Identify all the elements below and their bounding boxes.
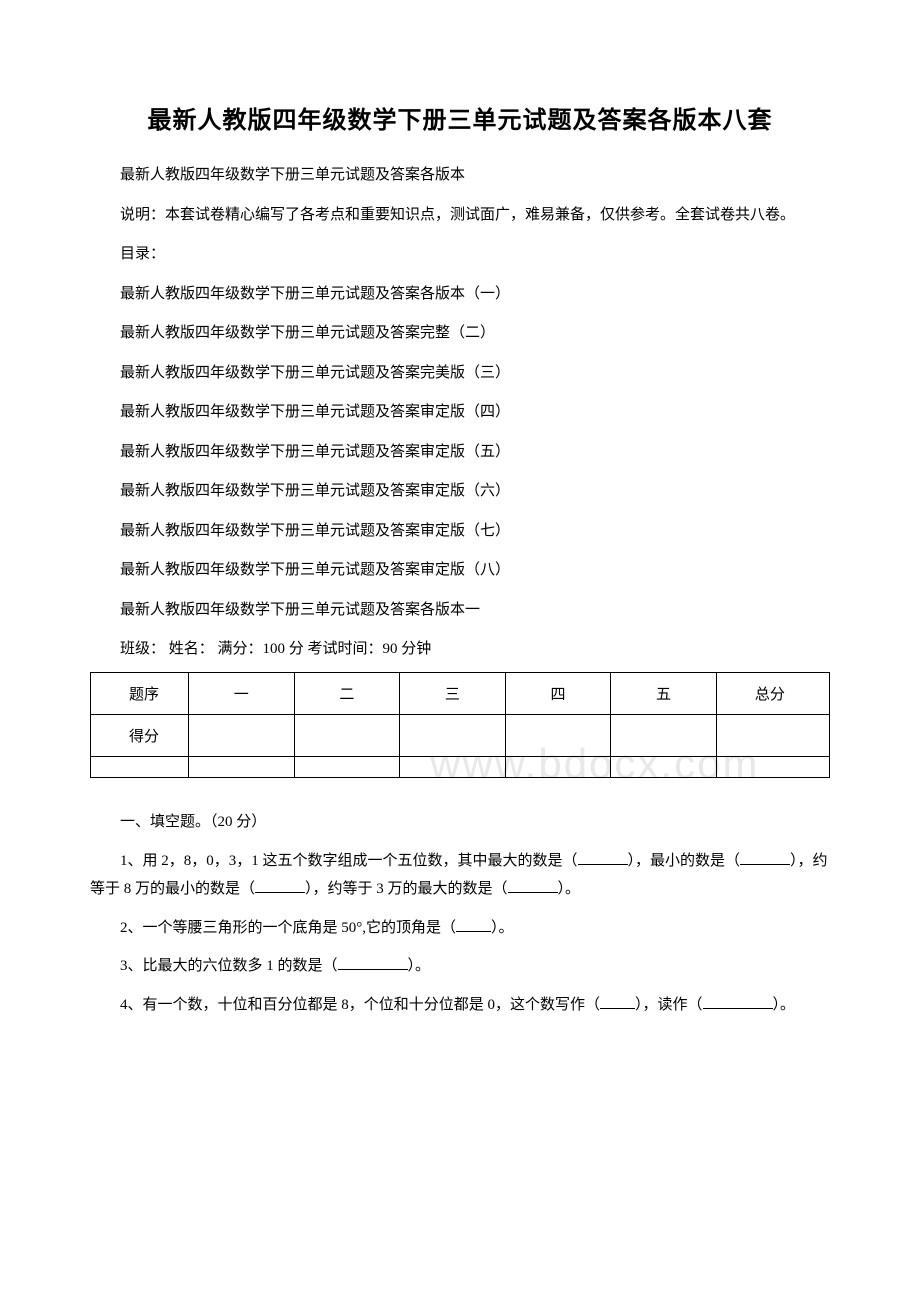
question-1: 1、用 2，8，0，3，1 这五个数字组成一个五位数，其中最大的数是（），最小的… xyxy=(90,847,830,904)
toc-header: 目录： xyxy=(90,242,830,268)
table-cell-score-1 xyxy=(189,715,295,757)
table-cell-col-2: 二 xyxy=(294,673,400,715)
description-paragraph: 说明：本套试卷精心编写了各考点和重要知识点，测试面广，难易兼备，仅供参考。全套试… xyxy=(90,203,830,229)
blank-field xyxy=(578,850,628,865)
table-cell-score-3 xyxy=(400,715,506,757)
table-cell-col-4: 四 xyxy=(505,673,611,715)
table-cell-empty-5 xyxy=(505,757,611,778)
blank-field xyxy=(703,994,773,1009)
toc-item-1: 最新人教版四年级数学下册三单元试题及答案各版本（一） xyxy=(90,282,830,308)
subtitle-paragraph: 最新人教版四年级数学下册三单元试题及答案各版本一 xyxy=(90,598,830,624)
table-cell-total: 总分 xyxy=(716,673,829,715)
table-row-header: 题序 一 二 三 四 五 总分 xyxy=(91,673,830,715)
toc-item-7: 最新人教版四年级数学下册三单元试题及答案审定版（七） xyxy=(90,519,830,545)
blank-field xyxy=(740,850,790,865)
page-title: 最新人教版四年级数学下册三单元试题及答案各版本八套 xyxy=(90,100,830,135)
score-table: 题序 一 二 三 四 五 总分 得分 xyxy=(90,672,830,778)
blank-field xyxy=(508,878,558,893)
toc-item-5: 最新人教版四年级数学下册三单元试题及答案审定版（五） xyxy=(90,440,830,466)
blank-field xyxy=(456,917,491,932)
toc-item-6: 最新人教版四年级数学下册三单元试题及答案审定版（六） xyxy=(90,479,830,505)
table-cell-score-total xyxy=(716,715,829,757)
blank-field xyxy=(600,994,635,1009)
table-cell-empty-1 xyxy=(91,757,189,778)
blank-field xyxy=(255,878,305,893)
toc-item-3: 最新人教版四年级数学下册三单元试题及答案完美版（三） xyxy=(90,361,830,387)
table-row-empty xyxy=(91,757,830,778)
table-cell-score-2 xyxy=(294,715,400,757)
table-cell-empty-2 xyxy=(189,757,295,778)
table-cell-col-3: 三 xyxy=(400,673,506,715)
table-cell-label-1: 题序 xyxy=(91,673,189,715)
table-cell-col-1: 一 xyxy=(189,673,295,715)
blank-field xyxy=(338,955,408,970)
table-cell-empty-3 xyxy=(294,757,400,778)
table-row-score: 得分 xyxy=(91,715,830,757)
toc-item-4: 最新人教版四年级数学下册三单元试题及答案审定版（四） xyxy=(90,400,830,426)
section-header: 一、填空题。（20 分） xyxy=(90,808,830,837)
table-cell-label-2: 得分 xyxy=(91,715,189,757)
question-3: 3、比最大的六位数多 1 的数是（）。 xyxy=(90,952,830,981)
table-cell-score-5 xyxy=(611,715,717,757)
question-2: 2、一个等腰三角形的一个底角是 50°,它的顶角是（）。 xyxy=(90,914,830,943)
toc-item-2: 最新人教版四年级数学下册三单元试题及答案完整（二） xyxy=(90,321,830,347)
table-cell-empty-7 xyxy=(716,757,829,778)
intro-paragraph: 最新人教版四年级数学下册三单元试题及答案各版本 xyxy=(90,163,830,189)
table-cell-empty-4 xyxy=(400,757,506,778)
table-cell-empty-6 xyxy=(611,757,717,778)
table-cell-col-5: 五 xyxy=(611,673,717,715)
toc-item-8: 最新人教版四年级数学下册三单元试题及答案审定版（八） xyxy=(90,558,830,584)
exam-info-line: 班级： 姓名： 满分：100 分 考试时间：90 分钟 xyxy=(90,637,830,658)
question-4: 4、有一个数，十位和百分位都是 8，个位和十分位都是 0，这个数写作（），读作（… xyxy=(90,991,830,1020)
table-cell-score-4 xyxy=(505,715,611,757)
